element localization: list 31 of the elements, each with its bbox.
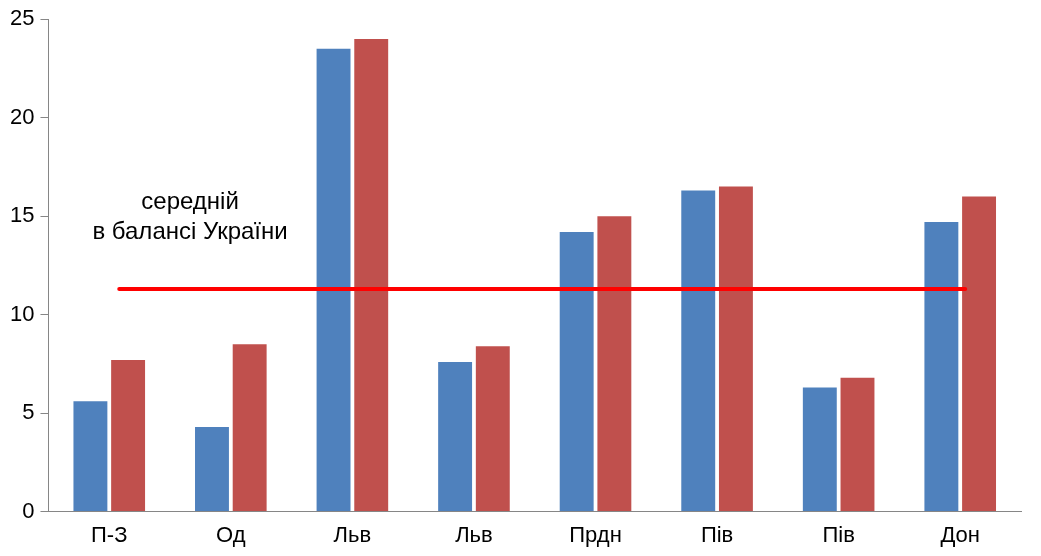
x-tick-label: Дон [940, 521, 980, 547]
x-tick-label: Прдн [569, 521, 622, 547]
x-tick-label: Льв [333, 521, 372, 547]
y-tick-label: 20 [9, 103, 35, 129]
bar [111, 359, 146, 512]
x-tick-label: П-З [91, 521, 128, 547]
x-tick-label: Пів [700, 521, 734, 547]
y-tick-label: 25 [9, 5, 35, 31]
x-tick-label: Пів [822, 521, 855, 547]
bar [924, 222, 959, 512]
y-tick-label: 15 [9, 202, 35, 228]
bar [232, 344, 267, 512]
y-tick-label: 0 [22, 497, 35, 523]
bar [316, 48, 351, 512]
bar [73, 401, 108, 512]
y-tick-label: 10 [9, 300, 35, 326]
bar [718, 186, 753, 512]
bar [681, 190, 716, 512]
ref-line-label: середній в балансі України [92, 187, 288, 245]
bar [195, 426, 229, 512]
bar [438, 361, 473, 512]
bar [962, 196, 997, 512]
bar [597, 216, 632, 512]
bar [840, 377, 875, 512]
bar [559, 231, 594, 512]
bar [475, 346, 510, 512]
bar [354, 38, 389, 512]
bar [802, 387, 837, 512]
y-tick-label: 5 [22, 399, 35, 425]
x-tick-label: Од [216, 521, 246, 547]
x-tick-label: Льв [455, 521, 493, 547]
